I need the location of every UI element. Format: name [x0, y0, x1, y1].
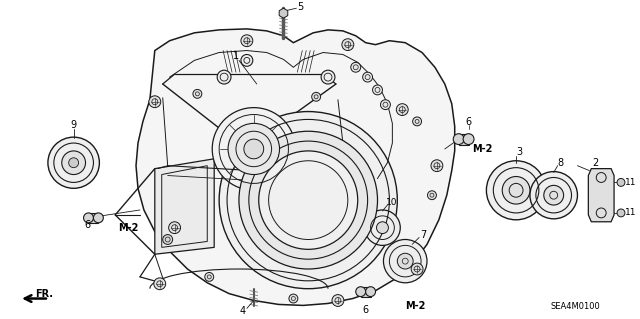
Text: 8: 8 — [557, 158, 564, 168]
Text: 11: 11 — [625, 178, 636, 187]
Circle shape — [365, 210, 400, 245]
Circle shape — [530, 172, 577, 219]
Text: 7: 7 — [420, 230, 426, 240]
Circle shape — [68, 158, 79, 168]
Circle shape — [239, 131, 378, 269]
Text: FR.: FR. — [35, 289, 53, 299]
Circle shape — [342, 39, 354, 50]
Circle shape — [383, 240, 427, 283]
Circle shape — [212, 108, 295, 190]
Polygon shape — [279, 8, 288, 18]
Circle shape — [244, 139, 264, 159]
Circle shape — [169, 222, 180, 234]
Circle shape — [48, 137, 99, 188]
Polygon shape — [155, 159, 214, 254]
Text: SEA4M0100: SEA4M0100 — [550, 302, 600, 311]
Text: M-2: M-2 — [472, 144, 493, 154]
Circle shape — [154, 278, 166, 290]
Circle shape — [193, 89, 202, 98]
Circle shape — [217, 70, 231, 84]
Circle shape — [397, 253, 413, 269]
Circle shape — [486, 161, 546, 220]
Text: 11: 11 — [625, 208, 636, 218]
Circle shape — [321, 70, 335, 84]
Circle shape — [241, 55, 253, 66]
Circle shape — [365, 287, 376, 297]
Text: 10: 10 — [386, 197, 397, 207]
Polygon shape — [136, 29, 454, 305]
Circle shape — [241, 35, 253, 47]
Circle shape — [431, 160, 443, 172]
Polygon shape — [361, 287, 371, 297]
Polygon shape — [88, 213, 99, 223]
Circle shape — [356, 287, 365, 297]
Circle shape — [617, 209, 625, 217]
Circle shape — [351, 62, 361, 72]
Circle shape — [502, 176, 530, 204]
Circle shape — [228, 123, 280, 174]
Circle shape — [411, 263, 423, 275]
Polygon shape — [588, 169, 614, 222]
Text: 6: 6 — [84, 220, 91, 230]
Circle shape — [428, 191, 436, 200]
Text: M-2: M-2 — [118, 223, 138, 233]
Text: 6: 6 — [363, 305, 369, 315]
Text: 4: 4 — [240, 306, 246, 316]
Circle shape — [376, 222, 388, 234]
Circle shape — [259, 151, 358, 249]
Circle shape — [93, 213, 103, 223]
Circle shape — [219, 112, 397, 289]
Circle shape — [396, 104, 408, 115]
Text: 1: 1 — [233, 51, 239, 62]
Text: M-2: M-2 — [405, 301, 426, 311]
Text: 3: 3 — [516, 147, 522, 157]
Circle shape — [363, 72, 372, 82]
Circle shape — [413, 117, 422, 126]
Circle shape — [312, 93, 321, 101]
Circle shape — [332, 295, 344, 307]
Text: 9: 9 — [70, 120, 77, 130]
Text: 5: 5 — [297, 2, 303, 12]
Circle shape — [453, 134, 464, 145]
Text: 2: 2 — [592, 158, 598, 168]
Circle shape — [289, 294, 298, 303]
Circle shape — [544, 185, 564, 205]
Circle shape — [617, 178, 625, 186]
Circle shape — [84, 213, 93, 223]
Polygon shape — [459, 134, 468, 145]
Circle shape — [149, 96, 161, 108]
Circle shape — [62, 151, 86, 174]
Circle shape — [205, 272, 214, 281]
Text: 6: 6 — [465, 117, 472, 127]
Circle shape — [372, 85, 383, 95]
Circle shape — [381, 100, 390, 110]
Circle shape — [463, 134, 474, 145]
Circle shape — [163, 234, 173, 244]
